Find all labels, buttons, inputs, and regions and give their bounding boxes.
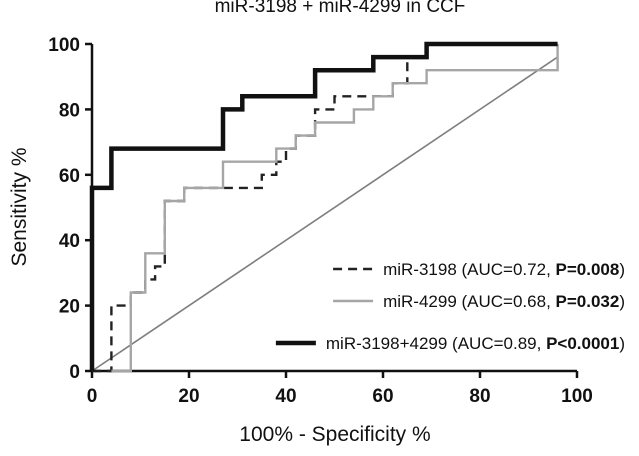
legend-label: miR-3198+4299 (AUC=0.89, P<0.0001) — [326, 334, 625, 353]
x-tick-label: 80 — [469, 386, 490, 407]
legend-close-paren: ) — [619, 292, 625, 311]
x-tick-label: 60 — [372, 386, 393, 407]
x-tick-label: 0 — [87, 386, 98, 407]
legend-series-name: miR-3198 (AUC=0.72, — [383, 260, 555, 279]
y-tick-label: 0 — [69, 362, 80, 383]
legend-close-paren: ) — [619, 260, 625, 279]
legend-series-name: miR-4299 (AUC=0.68, — [383, 292, 555, 311]
y-tick-label: 60 — [59, 166, 80, 187]
chart-title: miR-3198 + miR-4299 in CCF — [215, 0, 466, 17]
reference-diagonal-line — [91, 56, 559, 372]
x-tick-label: 20 — [178, 386, 199, 407]
y-axis-label: Sensitivity % — [8, 147, 31, 266]
legend-label: miR-3198 (AUC=0.72, P=0.008) — [383, 260, 625, 279]
legend-label: miR-4299 (AUC=0.68, P=0.032) — [383, 292, 625, 311]
y-tick-label: 40 — [59, 231, 80, 252]
legend: miR-3198 (AUC=0.72, P=0.008)miR-4299 (AU… — [275, 260, 625, 353]
x-tick-label: 100 — [561, 386, 593, 407]
series-line-mir-4299 — [111, 44, 559, 373]
legend-p-value: P=0.008 — [556, 260, 620, 279]
series-line-mir-3198 — [92, 42, 558, 373]
legend-p-value: P=0.032 — [556, 292, 620, 311]
legend-close-paren: ) — [619, 334, 625, 353]
y-tick-label: 100 — [48, 35, 80, 56]
x-tick-label: 40 — [275, 386, 296, 407]
y-tick-label: 80 — [59, 100, 80, 121]
legend-series-name: miR-3198+4299 (AUC=0.89, — [326, 334, 546, 353]
plot-area: 0 20 40 60 80 100 0 20 40 60 80 100 — [48, 35, 593, 407]
legend-p-value: P<0.0001 — [546, 334, 619, 353]
series-line-mir-3198-4299 — [89, 41, 558, 371]
x-axis-label: 100% - Specificity % — [239, 423, 430, 446]
y-tick-label: 20 — [59, 297, 80, 318]
